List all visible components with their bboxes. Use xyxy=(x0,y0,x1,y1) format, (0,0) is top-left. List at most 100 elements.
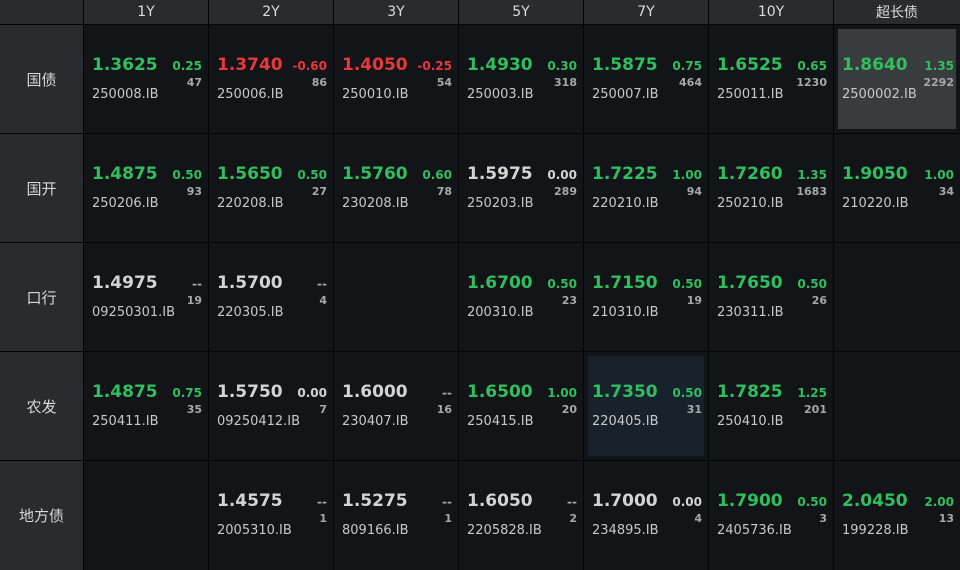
quote-cell[interactable]: 1.5650 0.50 27 220208.IB xyxy=(209,134,333,242)
quote-cell[interactable]: 1.5875 0.75 464 250007.IB xyxy=(584,25,708,133)
quote-box: 1.4875 0.50 93 250206.IB xyxy=(88,138,204,238)
bond-code: 2205828.IB xyxy=(467,523,542,538)
quote-cell[interactable]: 1.5275 -- 1 809166.IB xyxy=(334,461,458,570)
bond-code: 809166.IB xyxy=(342,523,409,538)
volume: 78 xyxy=(436,185,452,198)
quote-box: 1.7000 0.00 4 234895.IB xyxy=(588,465,704,566)
quote-cell[interactable]: 1.7000 0.00 4 234895.IB xyxy=(584,461,708,570)
quote-cell[interactable]: 1.8640 1.35 2292 2500002.IB xyxy=(834,25,960,133)
quote-cell[interactable]: 1.6500 1.00 20 250415.IB xyxy=(459,352,583,460)
change: 0.60 xyxy=(422,168,452,182)
quote-box: 1.7650 0.50 26 230311.IB xyxy=(713,247,829,347)
yield: 1.3740 xyxy=(217,55,283,75)
yield: 1.5700 xyxy=(217,273,283,293)
quote-box: 1.7225 1.00 94 220210.IB xyxy=(588,138,704,238)
yield: 1.4875 xyxy=(92,164,158,184)
yield: 1.4050 xyxy=(342,55,408,75)
quote-cell[interactable]: 1.3740 -0.60 86 250006.IB xyxy=(209,25,333,133)
yield: 1.4930 xyxy=(467,55,533,75)
volume: 1683 xyxy=(796,185,827,198)
quote-cell[interactable]: 1.4975 -- 19 09250301.IB xyxy=(84,243,208,351)
quote-cell[interactable]: 1.7350 0.50 31 220405.IB xyxy=(584,352,708,460)
change: 1.00 xyxy=(672,168,702,182)
change: 0.75 xyxy=(672,59,702,73)
quote-cell[interactable]: 1.6700 0.50 23 200310.IB xyxy=(459,243,583,351)
volume: 289 xyxy=(554,185,577,198)
yield: 1.6700 xyxy=(467,273,533,293)
column-header: 7Y xyxy=(584,0,708,24)
quote-cell[interactable]: 1.7225 1.00 94 220210.IB xyxy=(584,134,708,242)
change: 0.00 xyxy=(547,168,577,182)
bond-code: 250203.IB xyxy=(467,196,534,211)
change: -- xyxy=(192,277,202,291)
quote-box: 1.7260 1.35 1683 250210.IB xyxy=(713,138,829,238)
quote-cell[interactable]: 1.9050 1.00 34 210220.IB xyxy=(834,134,960,242)
yield: 1.6000 xyxy=(342,382,408,402)
bond-code: 220210.IB xyxy=(592,196,659,211)
quote-cell[interactable]: 1.4050 -0.25 54 250010.IB xyxy=(334,25,458,133)
bond-code: 230208.IB xyxy=(342,196,409,211)
quote-cell[interactable]: 1.5750 0.00 7 09250412.IB xyxy=(209,352,333,460)
quote-cell xyxy=(334,243,458,351)
yield: 1.4875 xyxy=(92,382,158,402)
bond-code: 2405736.IB xyxy=(717,523,792,538)
volume: 86 xyxy=(311,76,327,89)
yield: 1.7000 xyxy=(592,491,658,511)
yield: 1.7260 xyxy=(717,164,783,184)
change: 1.35 xyxy=(924,59,954,73)
quote-cell[interactable]: 1.7650 0.50 26 230311.IB xyxy=(709,243,833,351)
quote-box: 1.4875 0.75 35 250411.IB xyxy=(88,356,204,456)
volume: 19 xyxy=(186,294,202,307)
quote-cell[interactable]: 1.7260 1.35 1683 250210.IB xyxy=(709,134,833,242)
quote-cell[interactable]: 1.7825 1.25 201 250410.IB xyxy=(709,352,833,460)
quote-box: 1.6000 -- 16 230407.IB xyxy=(338,356,454,456)
row-header: 农发 xyxy=(0,352,83,460)
yield: 1.5275 xyxy=(342,491,408,511)
quote-box: 2.0450 2.00 13 199228.IB xyxy=(838,465,956,566)
yield: 1.5760 xyxy=(342,164,408,184)
quote-cell[interactable]: 1.4875 0.50 93 250206.IB xyxy=(84,134,208,242)
change: -- xyxy=(567,495,577,509)
quote-cell[interactable]: 1.5760 0.60 78 230208.IB xyxy=(334,134,458,242)
quote-cell[interactable]: 1.4875 0.75 35 250411.IB xyxy=(84,352,208,460)
change: -- xyxy=(317,495,327,509)
quote-cell[interactable]: 1.4930 0.30 318 250003.IB xyxy=(459,25,583,133)
bond-code: 250411.IB xyxy=(92,414,159,429)
quote-box: 1.4975 -- 19 09250301.IB xyxy=(88,247,204,347)
change: -- xyxy=(442,386,452,400)
volume: 27 xyxy=(311,185,327,198)
column-header: 超长债 xyxy=(834,0,960,24)
quote-cell[interactable]: 1.6000 -- 16 230407.IB xyxy=(334,352,458,460)
quote-box: 1.4050 -0.25 54 250010.IB xyxy=(338,29,454,129)
bond-code: 250010.IB xyxy=(342,87,409,102)
quote-cell[interactable]: 1.7900 0.50 3 2405736.IB xyxy=(709,461,833,570)
quote-cell[interactable]: 1.5700 -- 4 220305.IB xyxy=(209,243,333,351)
quote-cell[interactable]: 1.6525 0.65 1230 250011.IB xyxy=(709,25,833,133)
yield: 1.6500 xyxy=(467,382,533,402)
column-header: 5Y xyxy=(459,0,583,24)
quote-cell[interactable]: 2.0450 2.00 13 199228.IB xyxy=(834,461,960,570)
change: 0.50 xyxy=(547,277,577,291)
quote-box: 1.7825 1.25 201 250410.IB xyxy=(713,356,829,456)
quote-cell[interactable]: 1.3625 0.25 47 250008.IB xyxy=(84,25,208,133)
quote-cell[interactable]: 1.7150 0.50 19 210310.IB xyxy=(584,243,708,351)
bond-code: 250003.IB xyxy=(467,87,534,102)
volume: 26 xyxy=(811,294,827,307)
volume: 318 xyxy=(554,76,577,89)
yield: 1.5650 xyxy=(217,164,283,184)
volume: 54 xyxy=(436,76,452,89)
quote-cell[interactable]: 1.4575 -- 1 2005310.IB xyxy=(209,461,333,570)
quote-cell[interactable]: 1.5975 0.00 289 250203.IB xyxy=(459,134,583,242)
quote-box: 1.7150 0.50 19 210310.IB xyxy=(588,247,704,347)
quote-cell[interactable]: 1.6050 -- 2 2205828.IB xyxy=(459,461,583,570)
row-header: 口行 xyxy=(0,243,83,351)
bond-code: 230407.IB xyxy=(342,414,409,429)
row-header: 国开 xyxy=(0,134,83,242)
bond-code: 230311.IB xyxy=(717,305,784,320)
change: 0.30 xyxy=(547,59,577,73)
bond-code: 250206.IB xyxy=(92,196,159,211)
corner xyxy=(0,0,83,24)
volume: 35 xyxy=(186,403,202,416)
